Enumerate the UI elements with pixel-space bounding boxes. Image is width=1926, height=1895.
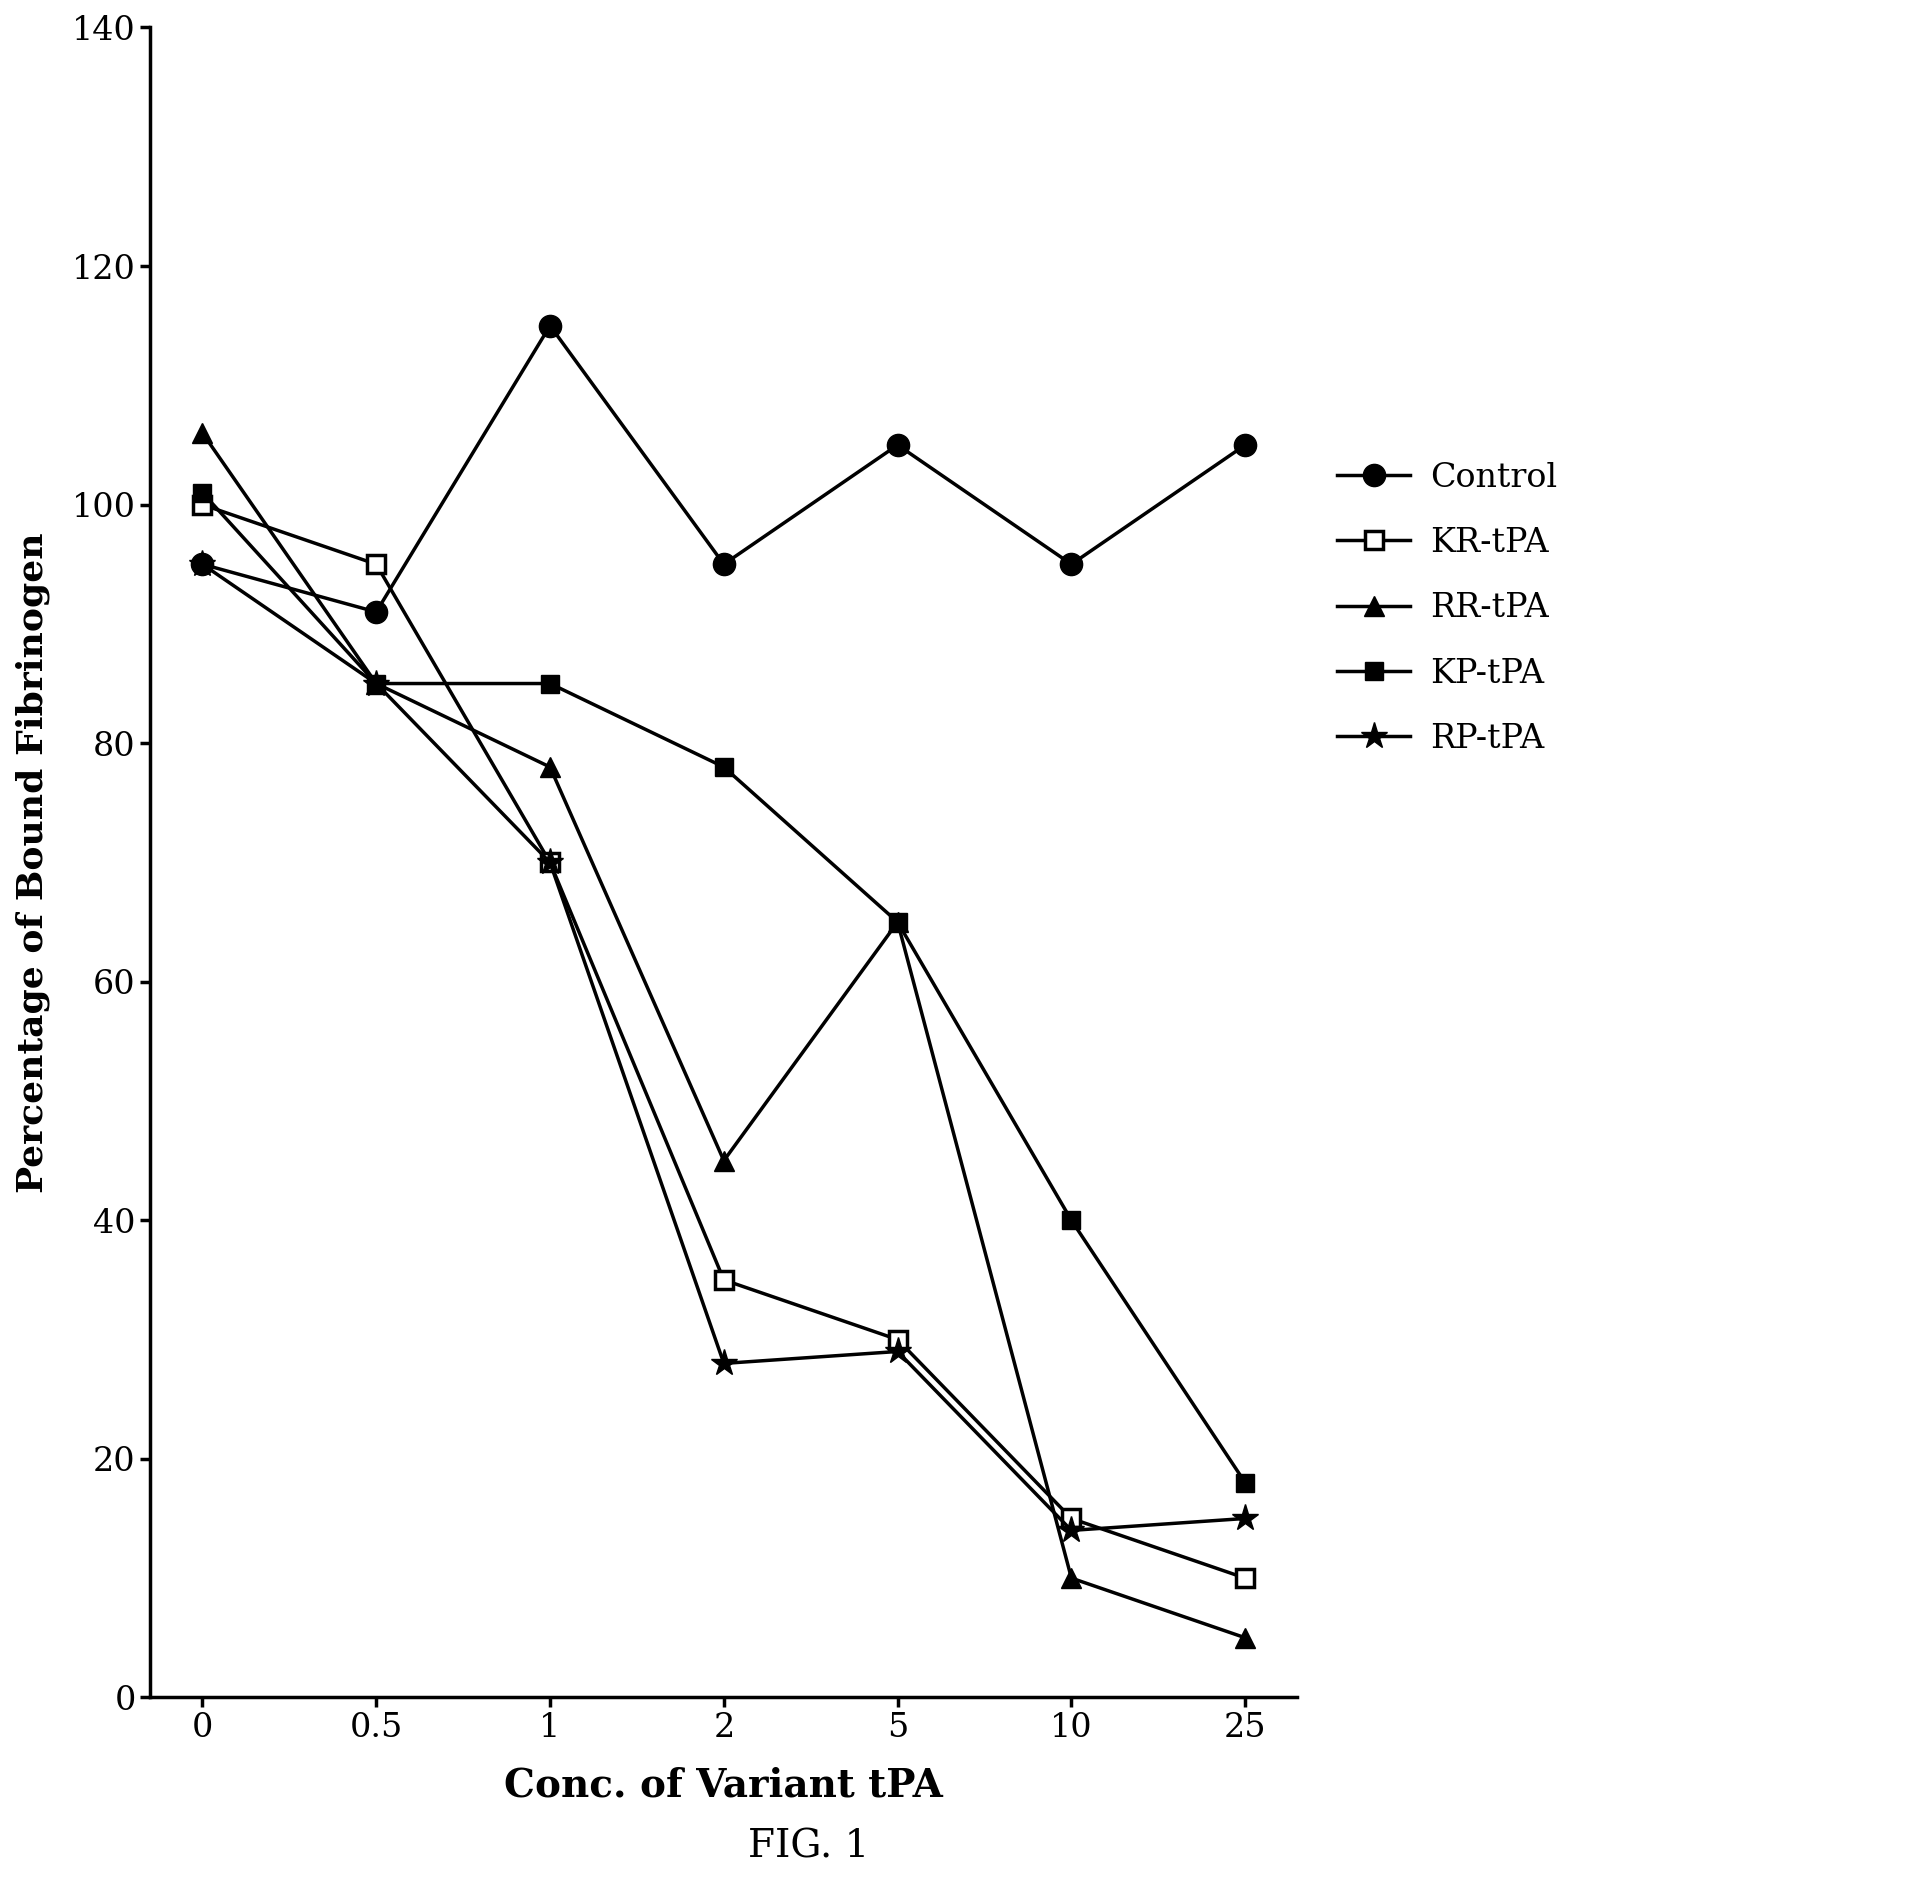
KR-tPA: [364, 553, 387, 576]
RR-tPA: [713, 1148, 736, 1171]
Control: [713, 553, 736, 576]
Control: [364, 601, 387, 623]
Line: RR-tPA: RR-tPA: [193, 423, 1256, 1647]
KP-tPA: [191, 481, 214, 504]
Control: [191, 553, 214, 576]
KP-tPA: [886, 911, 909, 934]
Control: [886, 434, 909, 457]
Y-axis label: Percentage of Bound Fibrinogen: Percentage of Bound Fibrinogen: [15, 532, 50, 1192]
Line: Control: Control: [191, 315, 1256, 623]
KP-tPA: [1235, 1471, 1258, 1493]
RP-tPA: [1235, 1507, 1258, 1529]
RR-tPA: [191, 423, 214, 445]
Line: RP-tPA: RP-tPA: [189, 550, 1260, 1544]
Line: KR-tPA: KR-tPA: [193, 496, 1254, 1588]
RR-tPA: [364, 673, 387, 695]
RP-tPA: [191, 553, 214, 576]
RR-tPA: [1235, 1626, 1258, 1649]
RP-tPA: [1059, 1520, 1082, 1543]
Text: FIG. 1: FIG. 1: [749, 1829, 869, 1865]
RP-tPA: [539, 851, 562, 874]
RR-tPA: [886, 911, 909, 934]
KR-tPA: [713, 1268, 736, 1290]
KP-tPA: [364, 673, 387, 695]
RR-tPA: [539, 756, 562, 779]
RP-tPA: [364, 673, 387, 695]
Control: [539, 315, 562, 337]
Control: [1059, 553, 1082, 576]
RP-tPA: [886, 1340, 909, 1363]
KR-tPA: [539, 851, 562, 874]
KR-tPA: [886, 1328, 909, 1351]
KR-tPA: [1235, 1567, 1258, 1590]
Legend: Control, KR-tPA, RR-tPA, KP-tPA, RP-tPA: Control, KR-tPA, RR-tPA, KP-tPA, RP-tPA: [1337, 462, 1558, 754]
Control: [1235, 434, 1258, 457]
KR-tPA: [191, 493, 214, 515]
RP-tPA: [713, 1351, 736, 1374]
RR-tPA: [1059, 1567, 1082, 1590]
KP-tPA: [539, 673, 562, 695]
Line: KP-tPA: KP-tPA: [193, 483, 1254, 1491]
KR-tPA: [1059, 1507, 1082, 1529]
X-axis label: Conc. of Variant tPA: Conc. of Variant tPA: [505, 1766, 944, 1804]
KP-tPA: [1059, 1209, 1082, 1232]
KP-tPA: [713, 756, 736, 779]
